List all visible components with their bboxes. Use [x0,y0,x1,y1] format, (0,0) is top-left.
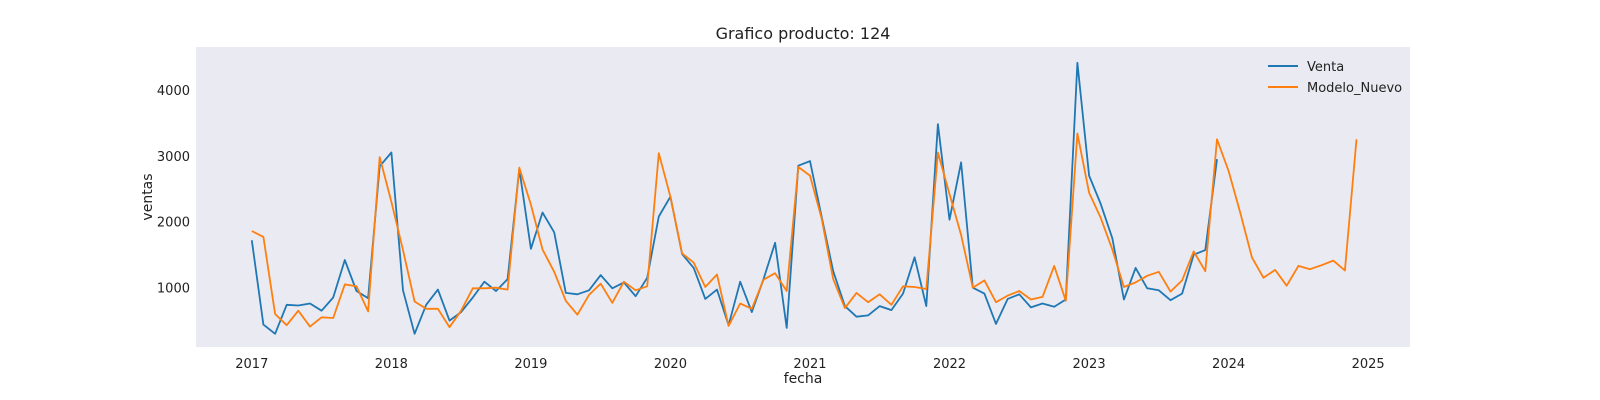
plot-area [196,47,1410,347]
series-line [250,61,1218,335]
series-lines [250,61,1358,335]
x-tick-label: 2025 [1352,357,1385,372]
y-tick-label: 3000 [157,150,190,165]
y-axis-ticks: 1000 2000 3000 4000 [157,84,190,297]
x-axis-ticks: 2017 2018 2019 2020 2021 2022 2023 2024 2025 [235,357,1384,372]
y-tick-label: 4000 [157,84,190,99]
y-tick-label: 2000 [157,216,190,231]
legend-label: Modelo_Nuevo [1307,81,1402,96]
legend-label: Venta [1307,60,1344,75]
x-tick-label: 2017 [235,357,268,372]
legend: Venta Modelo_Nuevo [1268,60,1402,96]
x-tick-label: 2019 [514,357,547,372]
x-tick-label: 2021 [793,357,826,372]
x-tick-label: 2018 [375,357,408,372]
y-tick-label: 1000 [157,282,190,297]
chart-title: Grafico producto: 124 [716,24,891,43]
y-axis-label: ventas [140,173,156,220]
x-tick-label: 2023 [1073,357,1106,372]
x-tick-label: 2024 [1212,357,1245,372]
series-line [251,132,1358,329]
x-axis-label: fecha [784,371,823,387]
x-tick-label: 2022 [933,357,966,372]
x-tick-label: 2020 [654,357,687,372]
